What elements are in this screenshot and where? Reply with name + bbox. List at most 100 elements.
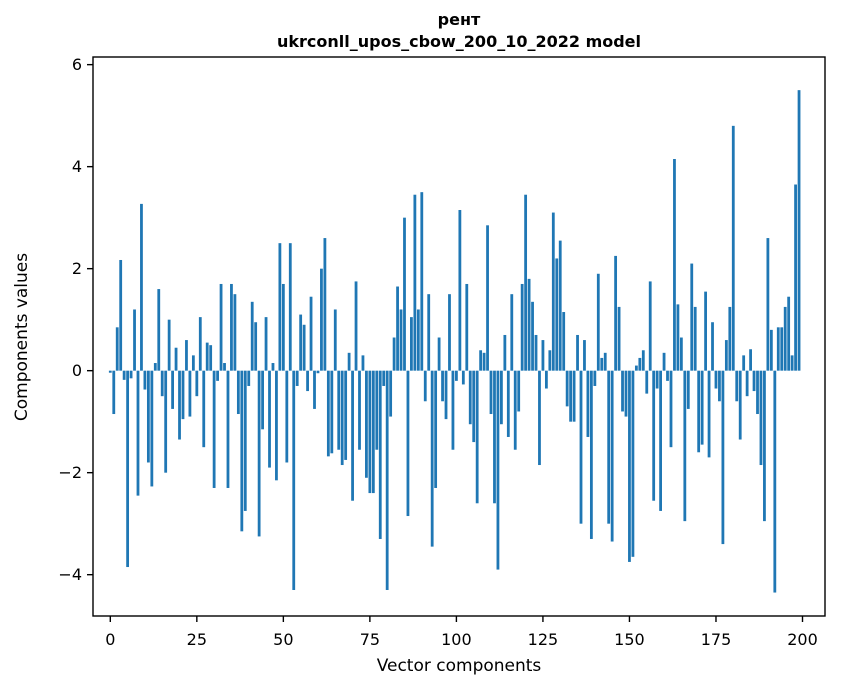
bar [500,370,503,425]
bar [420,192,424,371]
bar [510,294,514,371]
bar [330,370,334,454]
bar [614,255,618,371]
bar [790,355,794,371]
bar [506,370,510,437]
bar [589,370,593,539]
bar [503,334,507,371]
bar [551,212,555,371]
bar [333,309,337,371]
bar [257,370,261,537]
bar [621,370,624,412]
bar [749,349,752,371]
x-tick-label: 75 [360,630,380,649]
bar [416,309,420,371]
bar [576,334,579,371]
bar [254,322,258,371]
bar [655,370,659,389]
bar [427,294,431,371]
y-tick-label: 0 [72,361,82,380]
bar [565,370,569,407]
bar [188,370,192,417]
y-tick-label: 6 [72,55,82,74]
bar [354,281,358,371]
bar [493,370,496,504]
bar [153,363,157,371]
bar [787,296,791,371]
bar [683,370,687,522]
bar [223,363,226,371]
bar [756,370,759,415]
bar [679,337,683,371]
bar [548,350,552,371]
bar [718,370,721,402]
bar [541,340,545,371]
bar [641,350,645,371]
bar [174,347,178,371]
bar [496,370,500,570]
bar [309,296,313,371]
bar [763,370,766,522]
bar [628,370,631,562]
bar [396,286,399,371]
bar [219,283,223,371]
bar [534,334,538,371]
bar [371,370,375,494]
bar [520,283,524,371]
bar [645,370,649,394]
x-tick-label: 125 [528,630,559,649]
bar [209,345,213,371]
bar [517,370,521,412]
chart-title-line2: ukrconll_upos_cbow_200_10_2022 model [277,32,641,51]
bar [122,370,126,380]
bar [212,370,216,488]
bar [326,370,330,457]
bar [150,370,154,487]
bar [659,370,662,511]
bar [143,370,147,390]
bar [673,159,676,371]
bar [240,370,244,532]
bar [690,263,694,371]
bar [631,370,635,557]
chart-title-line1: рент [438,10,481,29]
bar [337,370,341,450]
bar [406,370,410,517]
bar [562,312,566,371]
bar [275,370,278,481]
bar [538,370,541,466]
bar [794,184,797,371]
x-tick-label: 150 [614,630,645,649]
bar [202,370,206,448]
bar [455,370,458,381]
bar [596,273,600,371]
bar [261,370,264,430]
axes-layer [87,56,826,622]
bar [108,370,112,373]
bar [472,370,476,443]
bar [486,225,489,371]
bar [652,370,656,501]
bar [714,370,718,389]
bar [171,370,174,409]
bar [181,370,185,420]
bar [382,370,386,386]
bar [243,370,247,511]
bar [351,370,354,501]
bar [461,370,465,385]
bar [295,370,299,386]
bar [285,370,289,463]
bar [579,370,583,524]
bar [129,370,133,379]
bar [167,319,171,371]
bar [302,324,306,371]
bar [458,210,462,371]
x-tick-label: 50 [273,630,293,649]
bar [288,243,292,371]
bar [735,370,739,402]
bar [780,327,784,371]
bar [728,306,732,371]
bar [583,340,586,371]
bar [441,370,444,402]
